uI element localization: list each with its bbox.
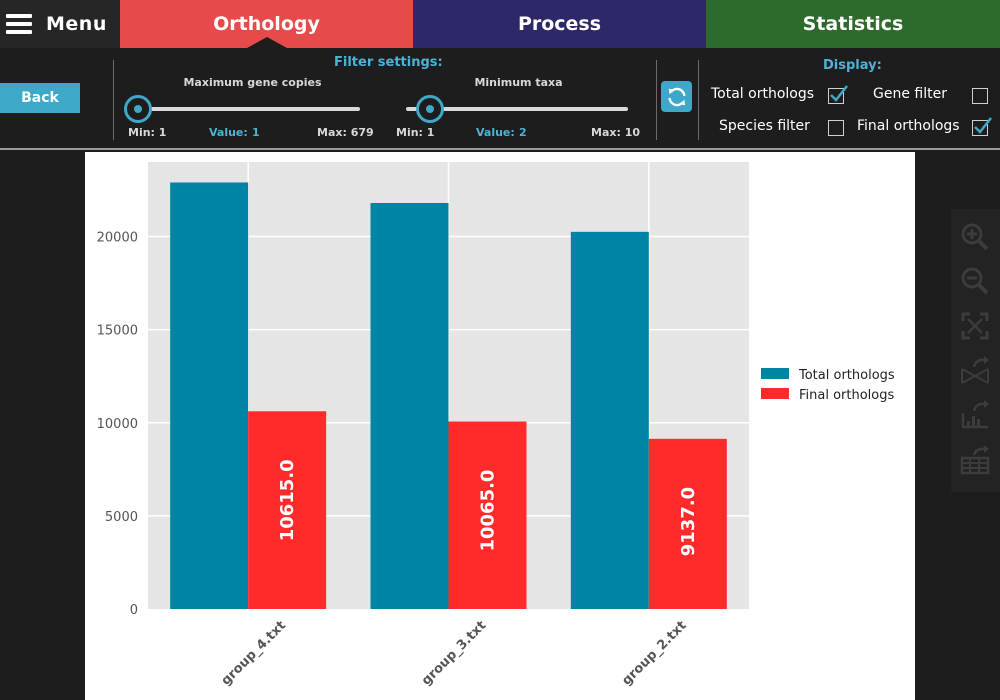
bar-total-orthologs — [570, 231, 649, 609]
option-total-orthologs-checkbox[interactable] — [828, 85, 848, 104]
gene-slider-value: 1 — [252, 126, 260, 139]
taxa-slider-value-label: Value: — [476, 126, 515, 139]
back-label: Back — [21, 90, 59, 106]
tab-statistics-label: Statistics — [802, 13, 904, 35]
legend-label: Final orthologs — [799, 388, 894, 403]
zoom-out-icon[interactable] — [960, 266, 990, 296]
plot-panel: 0 5000 10000 15000 20000 10615.0 group_4.txt 10… — [85, 152, 915, 700]
bar-final-orthologs — [448, 421, 527, 609]
bar-total-orthologs — [370, 202, 449, 609]
active-tab-indicator — [247, 37, 287, 48]
option-gene-filter-checkbox[interactable] — [972, 88, 988, 104]
taxa-slider-min: Min: 1 — [396, 126, 435, 139]
taxa-slider-value: 2 — [519, 126, 527, 139]
tab-orthology[interactable]: Orthology — [120, 0, 413, 48]
tab-process[interactable]: Process — [413, 0, 706, 48]
y-tick-label: 10000 — [97, 417, 138, 432]
export-data-icon[interactable] — [960, 399, 990, 429]
top-navigation: Menu Orthology Process Statistics — [0, 0, 1000, 48]
option-gene-filter-label: Gene filter — [873, 86, 947, 102]
option-final-orthologs-label: Final orthologs — [857, 118, 960, 134]
legend-swatch — [761, 388, 789, 399]
bar-data-label: 10065.0 — [478, 470, 499, 552]
taxa-slider-handle[interactable] — [416, 95, 444, 123]
settings-bar: Back Filter settings: Maximum gene copie… — [0, 48, 1000, 150]
bar-chart: 0 5000 10000 15000 20000 10615.0 group_4.txt 10… — [97, 162, 895, 689]
gene-slider-title: Maximum gene copies — [183, 76, 322, 89]
bar-total-orthologs — [170, 182, 249, 610]
gene-slider-value-label: Value: — [209, 126, 248, 139]
tab-process-label: Process — [517, 13, 602, 35]
y-tick-label: 20000 — [97, 231, 138, 246]
refresh-icon — [667, 87, 686, 106]
bar-data-label: 10615.0 — [277, 459, 298, 541]
bar-final-orthologs — [648, 438, 727, 609]
y-tick-label: 5000 — [105, 510, 138, 525]
back-button[interactable]: Back — [0, 83, 80, 113]
export-table-icon[interactable] — [960, 445, 990, 475]
filter-settings-title: Filter settings: — [334, 55, 443, 70]
checkmark-icon — [830, 85, 848, 102]
fit-screen-icon[interactable] — [960, 311, 990, 341]
divider — [656, 60, 657, 140]
zoom-in-icon[interactable] — [960, 222, 990, 252]
divider — [698, 60, 699, 140]
x-tick-label: group_4.txt — [219, 618, 289, 688]
bar-data-label: 9137.0 — [678, 487, 699, 556]
option-final-orthologs-checkbox[interactable] — [972, 117, 992, 136]
y-tick-label: 0 — [130, 603, 138, 618]
settings-divider — [0, 148, 1000, 150]
option-species-filter-label: Species filter — [719, 118, 810, 134]
legend-swatch — [761, 368, 789, 379]
refresh-button[interactable] — [661, 81, 692, 112]
checkmark-icon — [974, 117, 992, 134]
option-species-filter-checkbox[interactable] — [828, 120, 844, 136]
taxa-slider-title: Minimum taxa — [474, 76, 563, 89]
legend-label: Total orthologs — [798, 368, 895, 383]
plot-toolbar — [951, 209, 1000, 492]
display-title: Display: — [823, 58, 882, 73]
bar-final-orthologs — [248, 411, 327, 609]
taxa-slider-max: Max: 10 — [591, 126, 641, 139]
y-tick-label: 15000 — [97, 324, 138, 339]
option-total-orthologs-label: Total orthologs — [711, 86, 815, 102]
x-tick-label: group_2.txt — [619, 618, 689, 688]
x-tick-label: group_3.txt — [419, 618, 489, 688]
gene-slider-track[interactable] — [138, 107, 360, 111]
divider — [113, 60, 114, 140]
gene-slider-handle[interactable] — [124, 95, 152, 123]
gene-slider-min: Min: 1 — [128, 126, 167, 139]
export-graph-icon[interactable] — [960, 355, 990, 385]
taxa-slider-track[interactable] — [406, 107, 628, 111]
tab-statistics[interactable]: Statistics — [706, 0, 1000, 48]
hamburger-icon — [6, 14, 32, 34]
tab-orthology-label: Orthology — [213, 13, 320, 35]
gene-slider-max: Max: 679 — [317, 126, 374, 139]
menu-label: Menu — [46, 13, 107, 35]
menu-button[interactable]: Menu — [0, 0, 120, 48]
